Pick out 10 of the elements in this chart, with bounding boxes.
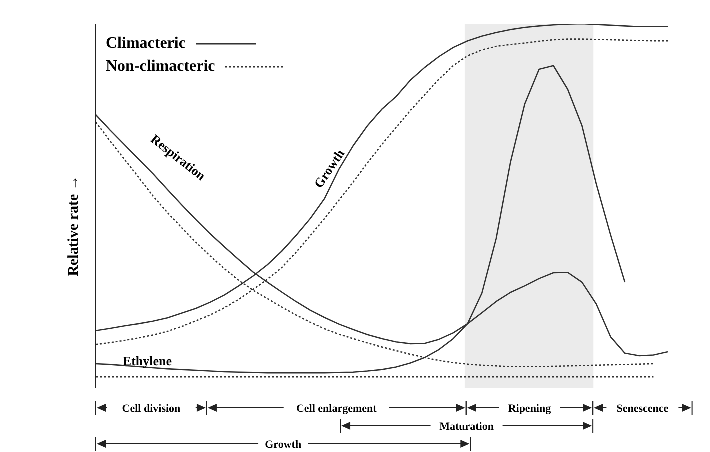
y-axis-title: Relative rate → <box>66 176 82 276</box>
annotation: Ethylene <box>122 354 172 369</box>
legend-label: Non-climacteric <box>106 58 216 76</box>
text: Growth <box>265 439 302 451</box>
text: Senescence <box>616 403 669 415</box>
text: Ripening <box>508 403 552 415</box>
text: Cell enlargement <box>296 403 378 415</box>
legend-label: Climacteric <box>106 34 186 52</box>
text: Maturation <box>440 421 494 433</box>
text: Cell division <box>122 403 181 415</box>
